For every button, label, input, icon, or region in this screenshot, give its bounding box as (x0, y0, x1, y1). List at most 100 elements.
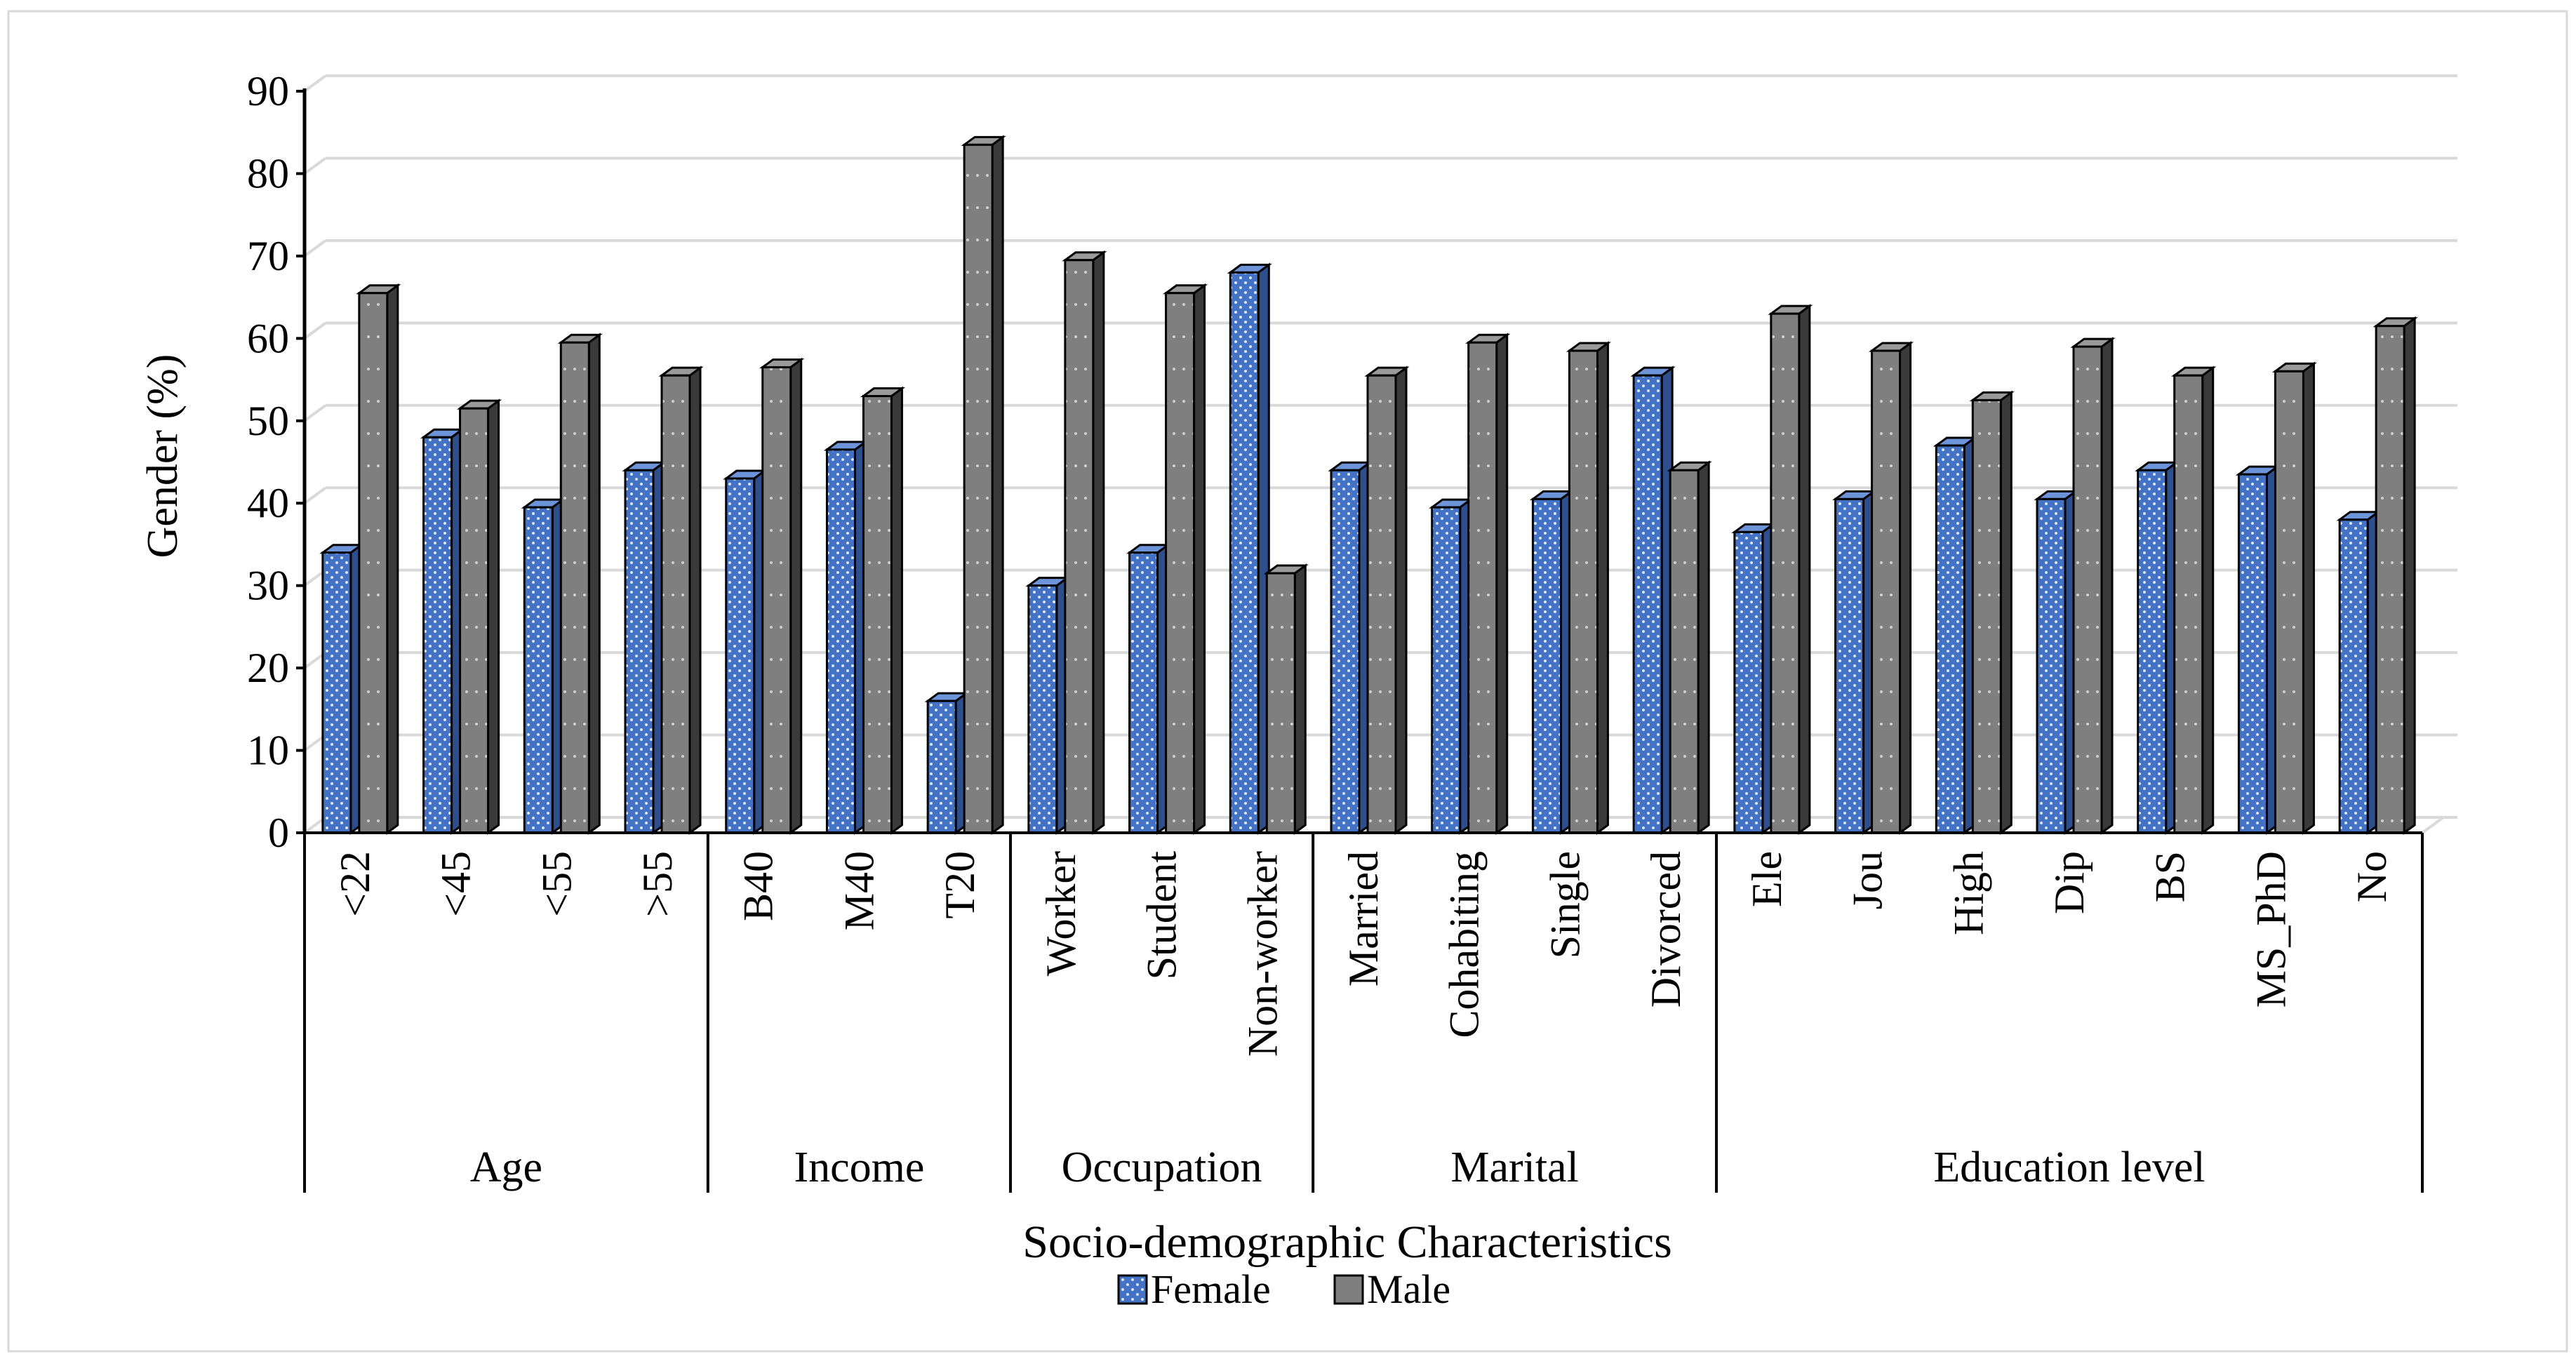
gridline-depth (303, 404, 327, 422)
bar-male (658, 366, 704, 835)
bar-female (1227, 262, 1272, 835)
bar-male (1667, 460, 1712, 835)
bar-female (2235, 464, 2281, 835)
bar-female-front (926, 699, 957, 834)
bar-male-front (2274, 370, 2304, 834)
bar-male-front (1770, 312, 1801, 834)
bar-female-front (2036, 497, 2067, 834)
category-label: Non-worker (1239, 851, 1286, 1057)
bar-male-side (1999, 390, 2013, 835)
bar-female (1831, 489, 1878, 835)
y-tick-label: 60 (247, 315, 289, 361)
bar-male-front (1568, 349, 1599, 834)
bar-male-front (2072, 345, 2103, 834)
group-label: Occupation (1062, 1144, 1262, 1191)
bar-male (1566, 340, 1612, 835)
bar-male-front (1669, 469, 1700, 834)
gridline-depth (303, 486, 327, 504)
bar-female-front (2237, 473, 2268, 834)
bar-male-front (862, 395, 893, 834)
bar-female (2034, 489, 2079, 835)
bar-male-front (559, 341, 590, 834)
bar-female (1630, 366, 1676, 835)
bar-male-front (1064, 259, 1095, 834)
bar-male-side (1596, 340, 1609, 835)
legend-label-male: Male (1367, 1266, 1450, 1312)
bar-male-side (1495, 333, 1509, 835)
category-label: MS_PhD (2248, 851, 2294, 1007)
bar-male-front (2375, 325, 2405, 834)
group-label: Income (794, 1144, 924, 1191)
category-label: Divorced (1643, 851, 1689, 1007)
bar-female-front (2137, 469, 2168, 834)
y-axis-title: Gender (%) (139, 354, 187, 558)
y-tick-label: 20 (247, 645, 289, 691)
bar-female (1025, 575, 1071, 835)
legend-label-female: Female (1151, 1266, 1271, 1312)
bar-female-front (2338, 518, 2369, 834)
group-label: Age (470, 1144, 542, 1191)
y-tick-label: 10 (247, 728, 289, 774)
gridline-depth (303, 239, 327, 257)
bar-male-side (2403, 316, 2416, 835)
bar-male-side (587, 333, 601, 835)
bar-female (521, 497, 566, 835)
bar-male-side (991, 135, 1004, 835)
bar-male-side (688, 366, 702, 835)
y-tick-label: 70 (247, 233, 289, 279)
bar-male (1062, 250, 1107, 835)
y-tick-label: 30 (247, 563, 289, 609)
category-label: >55 (634, 851, 681, 917)
bar-male (2373, 316, 2418, 835)
bar-female-front (1330, 469, 1361, 834)
legend-swatch-male (1333, 1274, 1364, 1305)
y-tick-label: 90 (247, 68, 289, 114)
gridline-depth (303, 74, 327, 93)
bar-female-front (1632, 374, 1663, 834)
legend: Female Male (1117, 1266, 1450, 1312)
gridline-depth (303, 321, 327, 340)
x-axis: <22 <45 <55 >55 B40 M40 T20 Worker Student Non-wo… (303, 831, 2424, 1193)
category-label: B40 (735, 851, 782, 921)
bar-female (823, 439, 869, 835)
bar-female-front (1431, 506, 1462, 834)
category-label: <45 (433, 851, 479, 917)
bar-male-side (2302, 361, 2315, 835)
bar-male (860, 386, 906, 835)
bar-male (759, 357, 805, 835)
category-label: Ele (1744, 851, 1790, 907)
bar-male (1868, 340, 1914, 835)
bar-male (1162, 283, 1208, 835)
bar-female-front (1128, 551, 1159, 834)
category-label: Jou (1845, 851, 1891, 909)
bar-male (356, 283, 401, 835)
bars (319, 135, 2418, 835)
bar-male-front (761, 366, 792, 834)
bar-male-front (358, 292, 389, 834)
group-label: Marital (1450, 1144, 1579, 1191)
bar-male-front (1971, 399, 2002, 834)
bar-female-front (1027, 584, 1058, 834)
bar-female (420, 427, 466, 835)
bar-male-side (2201, 366, 2215, 835)
y-axis: 0 10 20 30 40 50 60 70 80 90 (247, 68, 307, 856)
bar-male-side (487, 399, 500, 835)
category-label: Cohabiting (1441, 851, 1488, 1038)
bar-male-front (1366, 374, 1397, 834)
legend-swatch-female (1117, 1274, 1148, 1305)
bar-male (961, 135, 1006, 835)
bar-female (924, 691, 970, 835)
category-label: M40 (836, 851, 882, 930)
bar-male-side (1798, 304, 1811, 835)
bar-male (557, 333, 603, 835)
bar-female (622, 460, 667, 835)
bar-male (2171, 366, 2217, 835)
bar-female-front (725, 477, 756, 834)
bar-male (1465, 333, 1511, 835)
bar-female (723, 469, 768, 835)
bar-male-side (1193, 283, 1206, 835)
y-tick-label: 40 (247, 480, 289, 526)
category-label: Student (1139, 851, 1185, 980)
bar-female (1429, 497, 1474, 835)
